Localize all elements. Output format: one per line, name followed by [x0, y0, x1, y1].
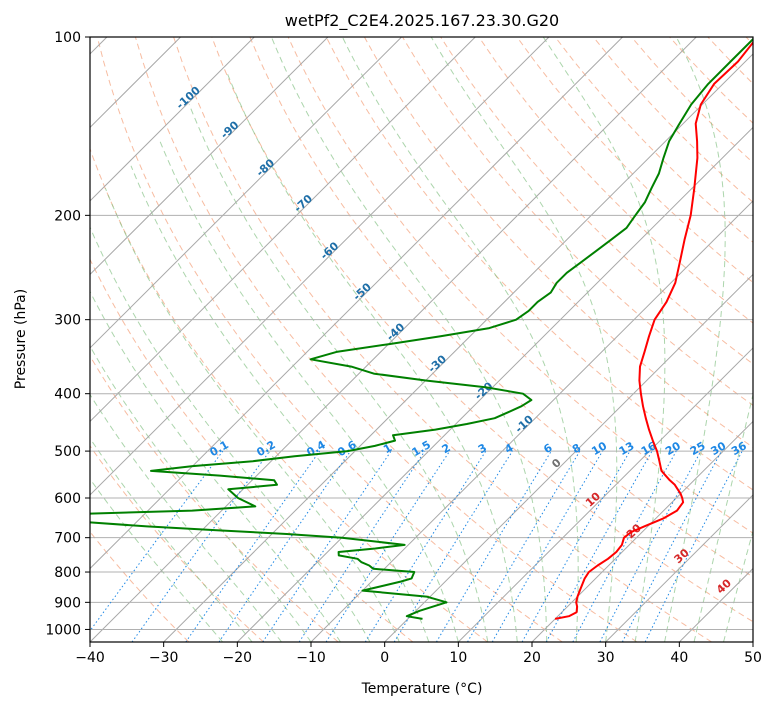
y-tick-label: 900: [54, 595, 81, 611]
isotherm-line: [237, 37, 775, 642]
dry-adiabat: [517, 37, 775, 642]
mixing-ratio-line: [132, 451, 270, 642]
moist-adiabat-label: 30: [672, 546, 692, 566]
moist-adiabat-label: 0: [549, 456, 564, 471]
isotherm-label: -10: [513, 412, 537, 435]
isotherm-label: -100: [174, 84, 203, 112]
dry-adiabat: [0, 37, 338, 642]
mixing-ratio-label: 1.5: [410, 438, 433, 459]
x-tick-label: 0: [380, 650, 389, 666]
dry-adiabat: [708, 37, 775, 642]
y-axis-ticks: 100 200 300 400 500 600 700 800 900 1000: [45, 30, 90, 638]
mixing-ratio-label: 2: [440, 441, 453, 456]
y-tick-label: 200: [54, 208, 81, 224]
isotherm-line: [385, 37, 775, 642]
dry-adiabat: [746, 37, 775, 642]
mixing-ratio-label: 0.4: [304, 438, 328, 459]
moist-adiabat: [665, 37, 726, 642]
x-tick-label: 50: [744, 650, 762, 666]
mixing-ratio-line: [436, 451, 551, 642]
isotherm-label: -90: [218, 118, 242, 141]
mixing-ratio-label: 0.2: [254, 438, 277, 459]
mixing-ratio-label: 30: [708, 439, 728, 458]
isotherm-line: [0, 37, 254, 642]
mixing-ratio-label: 20: [663, 439, 683, 458]
moist-adiabat: [189, 105, 488, 643]
moist-adiabat: [694, 37, 775, 642]
dry-adiabat: [441, 37, 775, 642]
isotherm-label: -20: [472, 379, 496, 402]
moist-adiabat: [753, 37, 775, 642]
dry-adiabat: [479, 37, 775, 642]
mixing-ratio-label: 3: [476, 441, 489, 456]
moist-adiabat: [160, 141, 458, 642]
x-tick-label: −30: [149, 650, 179, 666]
mixing-ratio-label: 8: [570, 441, 583, 456]
mixing-ratio-label: 0.1: [207, 438, 230, 459]
y-tick-label: 100: [54, 30, 81, 46]
x-axis-ticks: −40 −30 −20 −10 0 10 20 30 40 50: [75, 642, 762, 666]
x-tick-label: −20: [223, 650, 253, 666]
moist-adiabat: [105, 188, 399, 642]
isotherm-label: -60: [318, 239, 342, 262]
x-tick-label: −40: [75, 650, 105, 666]
mixing-ratio-label: 13: [617, 439, 637, 458]
dry-adiabat: [555, 37, 775, 642]
dry-adiabat: [97, 37, 562, 642]
mixing-ratio-line: [546, 451, 652, 642]
x-tick-label: 10: [449, 650, 467, 666]
mixing-ratio-label: 0.6: [335, 438, 359, 459]
x-axis-label: Temperature (°C): [361, 681, 483, 697]
x-tick-label: 40: [670, 650, 688, 666]
isotherm-line: [311, 37, 775, 642]
mixing-ratio-line: [573, 451, 676, 642]
y-axis-label: Pressure (hPa): [13, 289, 29, 389]
moist-adiabat: [227, 73, 517, 642]
isotherm-label: -30: [426, 352, 450, 375]
mixing-ratio-line: [600, 451, 701, 642]
y-tick-label: 700: [54, 531, 81, 547]
mixing-ratio-line: [468, 451, 580, 642]
moist-adiabat: [82, 209, 370, 642]
y-tick-label: 500: [54, 444, 81, 460]
x-tick-label: 30: [597, 650, 615, 666]
y-tick-label: 1000: [45, 622, 81, 638]
isotherm-label: -70: [292, 192, 316, 215]
moist-adiabat-label: 40: [714, 576, 734, 596]
isotherm-label: -80: [254, 156, 278, 179]
isotherm-label: -50: [351, 280, 375, 303]
moist-adiabat: [0, 302, 223, 642]
moist-adiabat: [724, 37, 775, 642]
y-tick-label: 300: [54, 313, 81, 329]
y-tick-label: 800: [54, 565, 81, 581]
x-tick-label: 20: [523, 650, 541, 666]
y-tick-label: 600: [54, 491, 81, 507]
background-lines: [0, 37, 775, 642]
moist-adiabat-label: 10: [583, 490, 603, 510]
isotherm-line: [532, 37, 775, 642]
isotherm-line: [753, 37, 775, 642]
x-tick-label: −10: [296, 650, 326, 666]
mixing-ratio-line: [82, 451, 223, 642]
mixing-ratio-line: [219, 451, 351, 642]
y-tick-label: 400: [54, 387, 81, 403]
chart-title: wetPf2_C2E4.2025.167.23.30.G20: [285, 11, 559, 31]
mixing-ratio-label: 6: [541, 441, 554, 456]
mixing-ratio-label: 10: [589, 439, 609, 458]
mixing-ratio-label: 25: [688, 439, 708, 458]
isotherm-line: [16, 37, 622, 642]
temperature-profile: [555, 37, 757, 619]
isotherm-line: [679, 37, 775, 642]
